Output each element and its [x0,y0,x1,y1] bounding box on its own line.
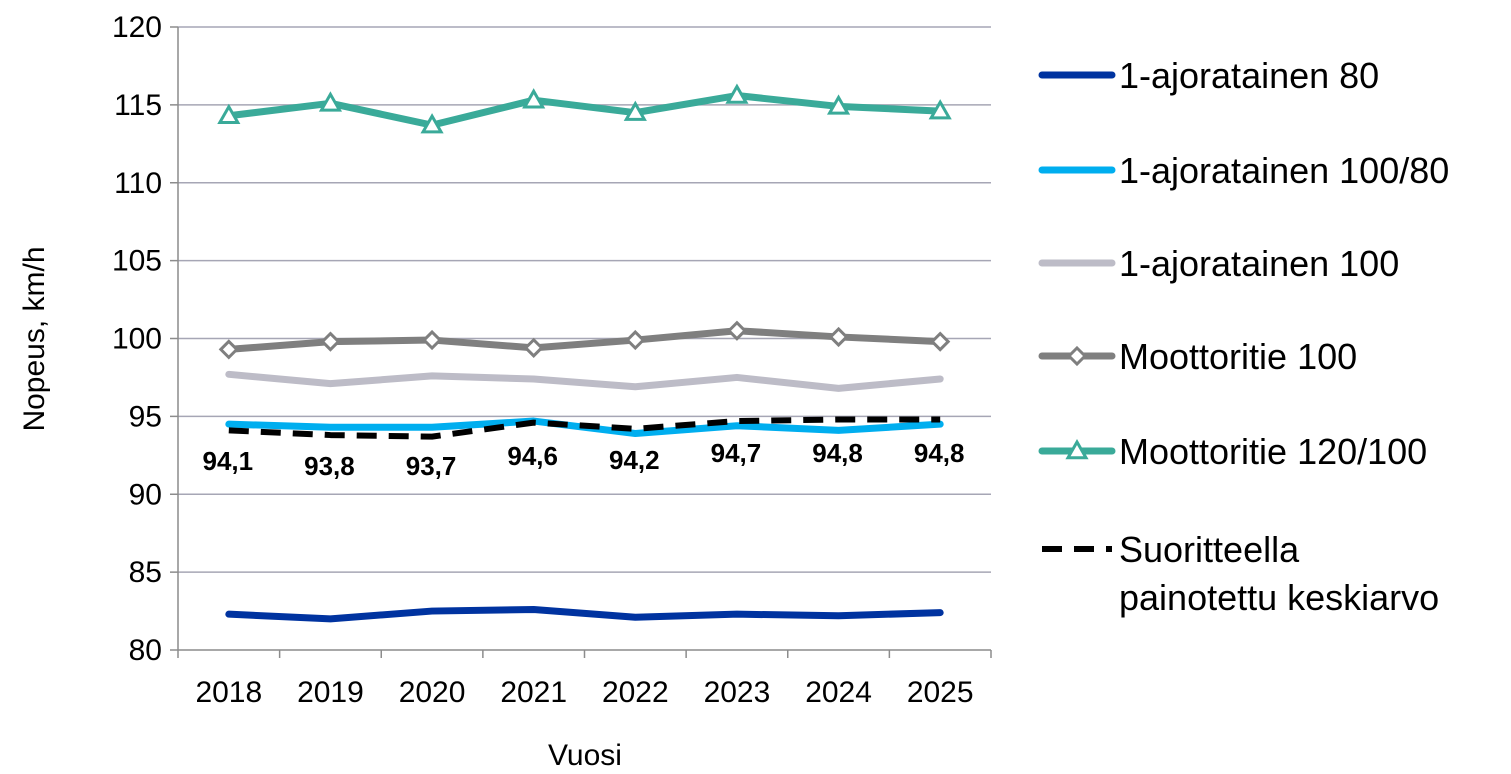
data-label: 94,8 [914,438,965,468]
legend-item-suoritteella-painotettu-keskiarvo: Suoritteella painotettu keskiarvo [1042,529,1439,618]
y-axis-title: Nopeus, km/h [18,246,51,431]
data-label: 93,8 [304,451,355,481]
x-tick-label: 2022 [602,676,669,709]
data-point-marker [726,320,748,341]
data-label: 94,6 [507,441,558,471]
legend-marker [1066,345,1088,367]
data-point-marker [320,331,341,352]
series-suoritteella-painotettu-keskiarvo [228,416,941,440]
x-tick-labels: 2018 2019 2020 2021 2022 2023 2024 2025 [195,676,973,709]
legend-marker [1065,438,1089,460]
legend-label-line: Suoritteella [1119,529,1300,570]
y-tick-label: 85 [129,556,162,589]
series-moottoritie-120-100 [217,83,952,134]
data-point-marker [420,113,444,134]
legend-label: 1-ajoratainen 100/80 [1119,150,1449,191]
data-label: 94,7 [711,438,762,468]
x-tick-label: 2024 [805,676,872,709]
x-tick-label: 2025 [907,676,974,709]
x-tick-label: 2023 [704,676,771,709]
legend-label: Moottoritie 100 [1119,336,1357,377]
data-point-marker [623,100,647,121]
series-line [225,92,944,129]
data-point-marker [826,94,851,115]
legend-item-1-ajoratainen-100: 1-ajoratainen 100 [1038,243,1399,284]
legend-label: 1-ajoratainen 100 [1119,243,1399,284]
data-point-marker [928,99,952,120]
y-tick-labels: 80 85 90 95 100 105 110 115 120 [112,11,162,667]
data-point-marker [217,103,241,125]
y-tick-label: 105 [112,245,162,278]
y-tick-label: 115 [114,89,162,122]
x-axis-title: Vuosi [548,739,622,772]
series-1-ajoratainen-100 [225,370,944,392]
data-label: 94,1 [203,446,254,476]
legend-label: Moottoritie 120/100 [1119,431,1427,472]
y-tick-label: 100 [112,323,162,356]
legend-item-moottoritie-120-100: Moottoritie 120/100 [1038,431,1427,472]
series-1-ajoratainen-80 [225,606,944,623]
data-label: 94,2 [609,445,660,475]
legend-item-1-ajoratainen-80: 1-ajoratainen 80 [1038,55,1379,96]
x-tick-label: 2021 [500,676,567,709]
data-point-marker [625,329,646,351]
series-lines [217,83,952,623]
series-moottoritie-100 [218,320,951,360]
legend: 1-ajoratainen 80 1-ajoratainen 100/80 1-aj… [1038,55,1449,618]
data-label: 93,7 [406,451,457,481]
data-point-marker [930,331,951,352]
data-point-marker [828,326,849,348]
y-tick-label: 95 [129,400,162,433]
legend-item-moottoritie-100: Moottoritie 100 [1038,336,1357,377]
data-label: 94,8 [812,438,863,468]
data-point-marker [421,329,443,351]
data-point-marker [725,83,749,104]
series-line [228,416,941,440]
x-tick-label: 2019 [297,676,364,709]
y-tick-label: 80 [129,634,162,667]
data-point-marker [218,339,239,360]
y-tick-label: 120 [112,11,162,44]
series-line [225,327,944,353]
series-line [225,606,944,623]
data-point-marker [523,337,544,358]
legend-label: 1-ajoratainen 80 [1119,55,1379,96]
y-tick-label: 90 [129,478,162,511]
data-labels: 94,1 93,8 93,7 94,6 94,2 94,7 94,8 94,8 [203,438,965,481]
series-line [225,370,944,392]
data-point-marker [318,91,343,112]
axes [170,26,992,658]
x-tick-label: 2020 [399,676,466,709]
legend-label-line: painotettu keskiarvo [1119,577,1439,618]
y-tick-label: 110 [114,167,162,200]
x-tick-label: 2018 [195,676,262,709]
data-point-marker [522,88,546,109]
legend-item-1-ajoratainen-100-80: 1-ajoratainen 100/80 [1038,150,1449,191]
